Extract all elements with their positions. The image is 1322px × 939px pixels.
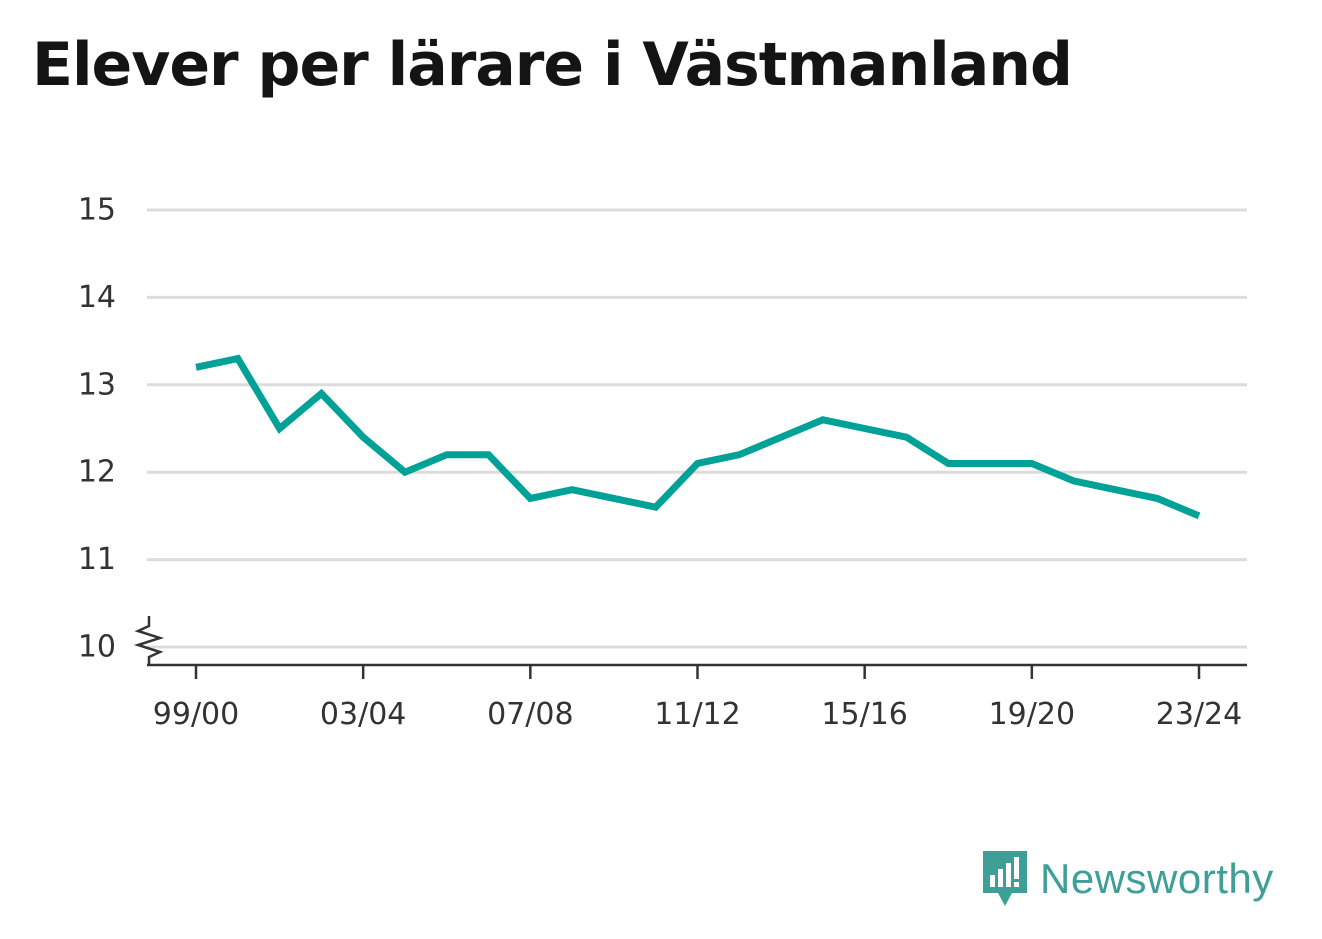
x-tick-label-99/00: 99/00 <box>153 697 239 732</box>
grid-lines <box>133 208 1247 665</box>
x-tick-label-19/20: 19/20 <box>989 697 1075 732</box>
x-tick-label-07/08: 07/08 <box>487 697 573 732</box>
series-line-0 <box>195 354 1201 520</box>
x-axis <box>147 663 1247 679</box>
newsworthy-logo-icon <box>983 851 1027 906</box>
y-tick-label-15: 15 <box>78 193 116 228</box>
brand-footer: Newsworthy <box>980 848 1274 910</box>
y-axis-break-icon <box>133 616 165 665</box>
x-tick-label-11/12: 11/12 <box>654 697 740 732</box>
x-tick-label-03/04: 03/04 <box>320 697 406 732</box>
x-tick-label-23/24: 23/24 <box>1156 697 1242 732</box>
chart-title: Elever per lärare i Västmanland <box>32 30 1073 100</box>
y-tick-label-11: 11 <box>78 542 116 577</box>
y-tick-label-14: 14 <box>78 280 116 315</box>
y-axis-labels: 10 11 12 13 14 15 <box>78 193 116 665</box>
y-tick-label-13: 13 <box>78 367 116 402</box>
y-tick-label-10: 10 <box>78 630 116 665</box>
x-axis-labels: 99/00 03/04 07/08 11/12 15/16 19/20 23/24 <box>153 697 1242 732</box>
y-tick-label-12: 12 <box>78 455 116 490</box>
series-lines <box>195 354 1201 520</box>
x-tick-label-15/16: 15/16 <box>821 697 907 732</box>
brand-name: Newsworthy <box>1040 855 1274 902</box>
